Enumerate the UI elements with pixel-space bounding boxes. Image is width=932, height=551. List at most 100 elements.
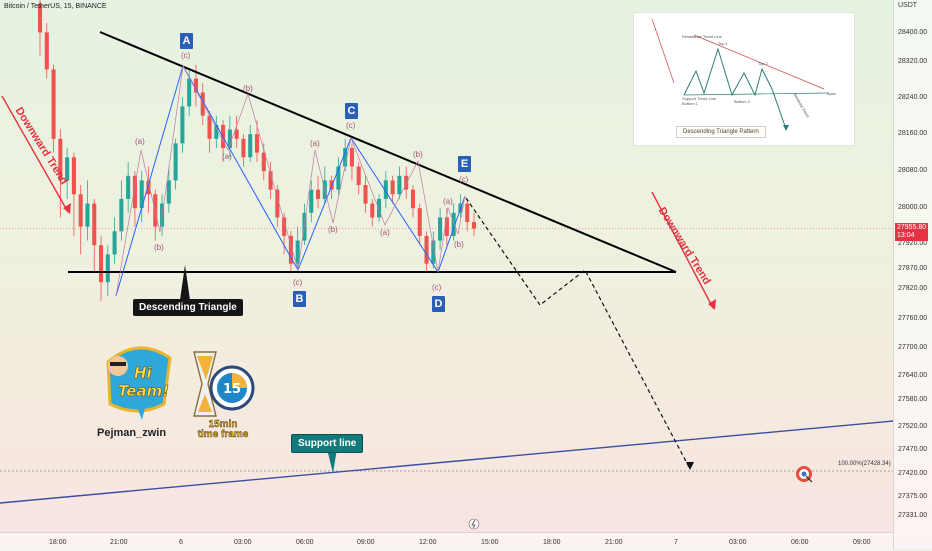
- price-axis-tick: 27760.00: [898, 315, 928, 322]
- price-axis-tick: 27920.00: [898, 240, 928, 247]
- candle-body[interactable]: [58, 138, 63, 181]
- candle-body[interactable]: [309, 189, 314, 213]
- candle-body[interactable]: [146, 180, 151, 195]
- long-support-line[interactable]: [0, 420, 894, 504]
- candle-body[interactable]: [200, 92, 205, 116]
- candle-body[interactable]: [465, 203, 470, 223]
- pattern-callout[interactable]: Descending Triangle: [133, 299, 243, 316]
- candle-body[interactable]: [451, 212, 456, 236]
- candle-body[interactable]: [92, 203, 97, 246]
- candle-body[interactable]: [98, 245, 104, 283]
- candle-body[interactable]: [207, 115, 212, 139]
- candle-body[interactable]: [261, 152, 266, 172]
- candle-body[interactable]: [336, 166, 341, 190]
- candle-body[interactable]: [438, 217, 443, 241]
- trend-arrow-left: [1, 95, 69, 213]
- candle-body[interactable]: [383, 180, 388, 199]
- candle-body[interactable]: [282, 217, 287, 236]
- candle-body[interactable]: [65, 157, 70, 181]
- point-b: B: [293, 291, 306, 307]
- point-a: A: [180, 33, 193, 49]
- candle-body[interactable]: [363, 185, 368, 204]
- candle-body[interactable]: [105, 254, 110, 283]
- replay-icon[interactable]: [468, 518, 480, 530]
- price-axis-tick: 27331.00: [898, 512, 928, 519]
- resistance-trendline[interactable]: [99, 31, 677, 273]
- candle-body[interactable]: [397, 175, 402, 195]
- wave-label-b5: (b): [454, 240, 464, 249]
- trend-arrow-right: [651, 191, 714, 309]
- time-axis-tick: 09:00: [357, 539, 375, 546]
- candle-body[interactable]: [37, 4, 43, 33]
- candle-body[interactable]: [166, 180, 171, 204]
- candle-body[interactable]: [248, 134, 253, 158]
- candle-body[interactable]: [126, 175, 131, 199]
- point-c-sub: (c): [346, 121, 356, 130]
- candle-body[interactable]: [356, 166, 361, 186]
- candle-body[interactable]: [417, 208, 422, 236]
- time-axis-tick: 09:00: [853, 539, 871, 546]
- current-price-value: 27955.80: [897, 224, 927, 231]
- candle-body[interactable]: [315, 189, 321, 199]
- wave-label-b2: (b): [243, 84, 253, 93]
- candle-body[interactable]: [295, 240, 300, 264]
- candle-body[interactable]: [431, 240, 436, 264]
- time-axis-tick: 03:00: [729, 539, 747, 546]
- price-axis-tick: 27520.00: [898, 423, 928, 430]
- candle-body[interactable]: [234, 129, 239, 139]
- candle-body[interactable]: [78, 194, 83, 227]
- candle-body[interactable]: [180, 106, 185, 144]
- wave-label-a4: (a): [380, 228, 390, 237]
- candle-body[interactable]: [404, 175, 409, 190]
- candle-body[interactable]: [275, 189, 280, 218]
- candle-body[interactable]: [268, 171, 273, 190]
- time-axis-tick: 12:00: [419, 539, 437, 546]
- inset-resistance-label: Resistance Trend Line: [682, 34, 722, 39]
- trend-arrow-right-head: [708, 299, 716, 310]
- point-a-sub: (c): [181, 51, 191, 60]
- candle-body[interactable]: [187, 78, 192, 107]
- price-axis-tick: 27420.00: [898, 470, 928, 477]
- time-axis-tick: 03:00: [234, 539, 252, 546]
- candle-body[interactable]: [254, 134, 260, 153]
- candle-body[interactable]: [410, 189, 416, 209]
- candle-body[interactable]: [377, 198, 382, 218]
- wave-label-a2: (a): [222, 152, 232, 161]
- candle-body[interactable]: [471, 222, 477, 229]
- candle-body[interactable]: [214, 124, 219, 139]
- candle-body[interactable]: [51, 69, 56, 139]
- candle-body[interactable]: [343, 148, 348, 167]
- price-axis-tick: 27700.00: [898, 344, 928, 351]
- candle-body[interactable]: [173, 143, 178, 181]
- support-callout[interactable]: Support line: [291, 434, 364, 453]
- candle-body[interactable]: [424, 235, 429, 264]
- logo-team-text: Team!: [118, 382, 169, 400]
- timeframe-line1: 15min: [208, 419, 238, 430]
- candle-body[interactable]: [390, 180, 395, 195]
- candle-body[interactable]: [193, 78, 199, 93]
- wave-label-b1: (b): [154, 243, 164, 252]
- point-b-sub: (c): [293, 278, 303, 287]
- price-axis-tick: 27820.00: [898, 285, 928, 292]
- candle-body[interactable]: [44, 32, 49, 70]
- candle-body[interactable]: [227, 129, 232, 149]
- wave-label-a5: (a): [443, 197, 453, 206]
- candle-body[interactable]: [370, 203, 375, 218]
- candle-body[interactable]: [139, 180, 144, 209]
- candle-body[interactable]: [132, 175, 137, 209]
- price-axis-currency: USDT: [898, 2, 918, 9]
- price-axis-tick: 28160.00: [898, 130, 928, 137]
- price-axis-tick: 28320.00: [898, 58, 928, 65]
- candle-body[interactable]: [444, 217, 449, 236]
- candle-body[interactable]: [288, 235, 293, 264]
- point-d: D: [432, 296, 445, 312]
- candle-body[interactable]: [112, 231, 117, 255]
- candle-body[interactable]: [349, 148, 354, 167]
- price-axis[interactable]: USDT 28400.00 28320.00 28240.00 28160.00 2808…: [893, 0, 932, 550]
- candle-body[interactable]: [241, 138, 246, 158]
- time-axis[interactable]: 18:00 21:00 6 03:00 06:00 09:00 12:00 15:00 18:0…: [0, 532, 893, 551]
- candle-body[interactable]: [85, 203, 90, 227]
- candle-body[interactable]: [119, 198, 124, 232]
- candle-body[interactable]: [71, 157, 76, 195]
